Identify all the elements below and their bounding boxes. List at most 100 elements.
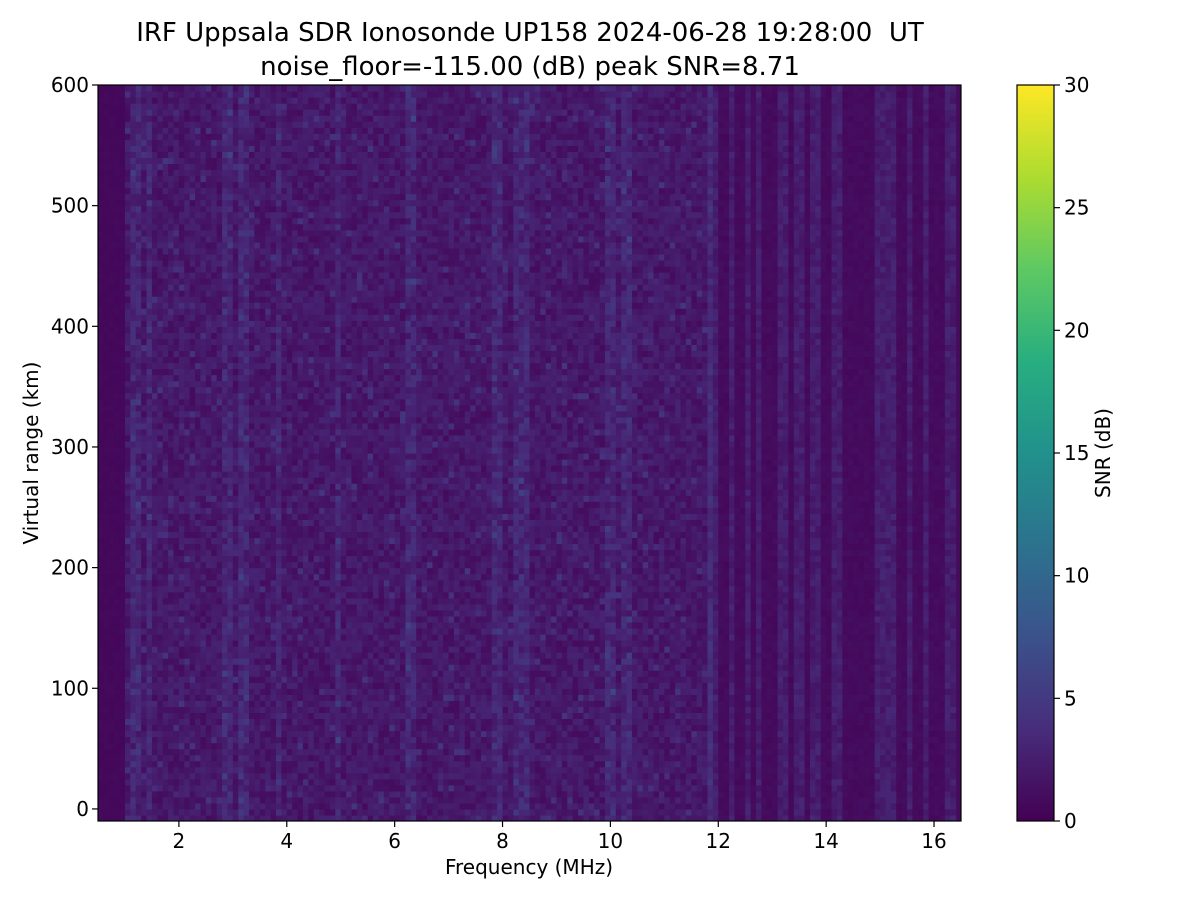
heatmap-cell: [136, 194, 142, 201]
heatmap-cell: [303, 157, 309, 164]
heatmap-cell: [227, 350, 233, 357]
heatmap-cell: [265, 133, 271, 140]
heatmap-cell: [260, 115, 266, 122]
heatmap-cell: [120, 290, 126, 297]
heatmap-cell: [276, 254, 282, 261]
heatmap-cell: [120, 175, 126, 182]
heatmap-cell: [98, 513, 104, 520]
heatmap-cell: [109, 453, 115, 460]
heatmap-cell: [195, 616, 201, 623]
heatmap-cell: [217, 91, 223, 98]
heatmap-cell: [103, 664, 109, 671]
heatmap-cell: [233, 441, 239, 448]
heatmap-cell: [200, 513, 206, 520]
heatmap-cell: [281, 749, 287, 756]
heatmap-cell: [271, 103, 277, 110]
heatmap-cell: [244, 447, 250, 454]
heatmap-cell: [244, 501, 250, 508]
heatmap-cell: [157, 308, 163, 315]
heatmap-cell: [179, 320, 185, 327]
heatmap-cell: [195, 453, 201, 460]
heatmap-cell: [276, 212, 282, 219]
heatmap-cell: [114, 507, 120, 514]
heatmap-cell: [147, 103, 153, 110]
heatmap-cell: [103, 562, 109, 569]
heatmap-cell: [314, 411, 320, 418]
heatmap-cell: [265, 700, 271, 707]
heatmap-cell: [233, 513, 239, 520]
heatmap-cell: [308, 809, 314, 816]
heatmap-cell: [292, 441, 298, 448]
heatmap-cell: [308, 712, 314, 719]
heatmap-cell: [238, 363, 244, 370]
heatmap-cell: [152, 200, 158, 207]
heatmap-cell: [168, 356, 174, 363]
heatmap-cell: [217, 537, 223, 544]
heatmap-cell: [152, 272, 158, 279]
heatmap-cell: [222, 465, 228, 472]
heatmap-cell: [222, 188, 228, 195]
heatmap-cell: [157, 507, 163, 514]
heatmap-cell: [292, 200, 298, 207]
heatmap-cell: [260, 188, 266, 195]
heatmap-cell: [298, 326, 304, 333]
heatmap-cell: [98, 743, 104, 750]
heatmap-cell: [233, 423, 239, 430]
heatmap-cell: [276, 712, 282, 719]
heatmap-cell: [179, 242, 185, 249]
heatmap-cell: [222, 206, 228, 213]
heatmap-cell: [114, 435, 120, 442]
heatmap-cell: [227, 640, 233, 647]
heatmap-cell: [125, 779, 131, 786]
heatmap-cell: [292, 169, 298, 176]
heatmap-cell: [125, 531, 131, 538]
heatmap-cell: [103, 139, 109, 146]
heatmap-cell: [152, 344, 158, 351]
heatmap-cell: [254, 610, 260, 617]
heatmap-cell: [109, 175, 115, 182]
heatmap-cell: [206, 417, 212, 424]
heatmap-cell: [287, 423, 293, 430]
heatmap-cell: [298, 369, 304, 376]
heatmap-cell: [260, 121, 266, 128]
heatmap-cell: [287, 483, 293, 490]
heatmap-cell: [141, 791, 147, 798]
heatmap-cell: [157, 453, 163, 460]
heatmap-cell: [130, 344, 136, 351]
heatmap-cell: [211, 809, 217, 816]
heatmap-cell: [238, 628, 244, 635]
heatmap-cell: [179, 779, 185, 786]
heatmap-cell: [303, 369, 309, 376]
heatmap-cell: [136, 749, 142, 756]
heatmap-cell: [125, 634, 131, 641]
heatmap-cell: [244, 731, 250, 738]
heatmap-cell: [174, 525, 180, 532]
heatmap-cell: [314, 574, 320, 581]
heatmap-cell: [249, 260, 255, 267]
heatmap-cell: [120, 242, 126, 249]
heatmap-cell: [260, 163, 266, 170]
heatmap-cell: [222, 682, 228, 689]
heatmap-cell: [174, 580, 180, 587]
heatmap-cell: [200, 308, 206, 315]
heatmap-cell: [281, 182, 287, 189]
heatmap-cell: [244, 550, 250, 557]
heatmap-cell: [276, 272, 282, 279]
heatmap-cell: [157, 175, 163, 182]
heatmap-cell: [271, 320, 277, 327]
heatmap-cell: [130, 604, 136, 611]
heatmap-cell: [281, 248, 287, 255]
heatmap-cell: [276, 91, 282, 98]
heatmap-cell: [238, 115, 244, 122]
heatmap-cell: [233, 350, 239, 357]
heatmap-cell: [179, 634, 185, 641]
heatmap-cell: [217, 284, 223, 291]
heatmap-cell: [157, 417, 163, 424]
heatmap-cell: [244, 109, 250, 116]
heatmap-cell: [98, 284, 104, 291]
heatmap-cell: [298, 785, 304, 792]
heatmap-cell: [265, 91, 271, 98]
heatmap-cell: [265, 218, 271, 225]
heatmap-cell: [152, 151, 158, 158]
heatmap-cell: [308, 381, 314, 388]
